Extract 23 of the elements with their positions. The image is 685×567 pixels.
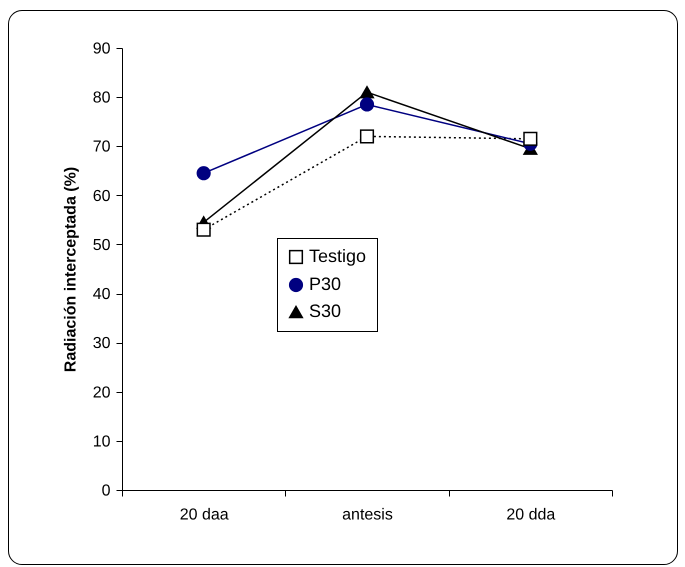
- legend-label: S30: [309, 301, 342, 321]
- y-tick-label: 10: [92, 433, 111, 450]
- point: [196, 222, 211, 237]
- y-axis-title: Radiación interceptada (%): [62, 166, 80, 372]
- y-tick-label: 70: [92, 138, 111, 156]
- point: [196, 166, 211, 180]
- y-tick-label: 80: [92, 90, 111, 107]
- point: [360, 86, 374, 98]
- y-tick-label: 0: [102, 482, 111, 500]
- y-tick-label: 50: [92, 236, 111, 254]
- y-tick-label: 40: [92, 286, 111, 304]
- y-tick-label: 90: [92, 40, 111, 58]
- legend-label: Testigo: [309, 246, 366, 266]
- x-tick-label: 20 dda: [506, 506, 556, 524]
- x-tick-label: 20 daa: [180, 506, 229, 524]
- point: [360, 129, 374, 144]
- point: [523, 132, 538, 146]
- point: [360, 97, 374, 112]
- y-tick-label: 60: [92, 188, 111, 205]
- y-tick-label: 20: [92, 384, 111, 402]
- x-tick-label: antesis: [342, 506, 393, 524]
- legend-label: P30: [309, 274, 342, 294]
- y-tick-label: 30: [92, 335, 111, 352]
